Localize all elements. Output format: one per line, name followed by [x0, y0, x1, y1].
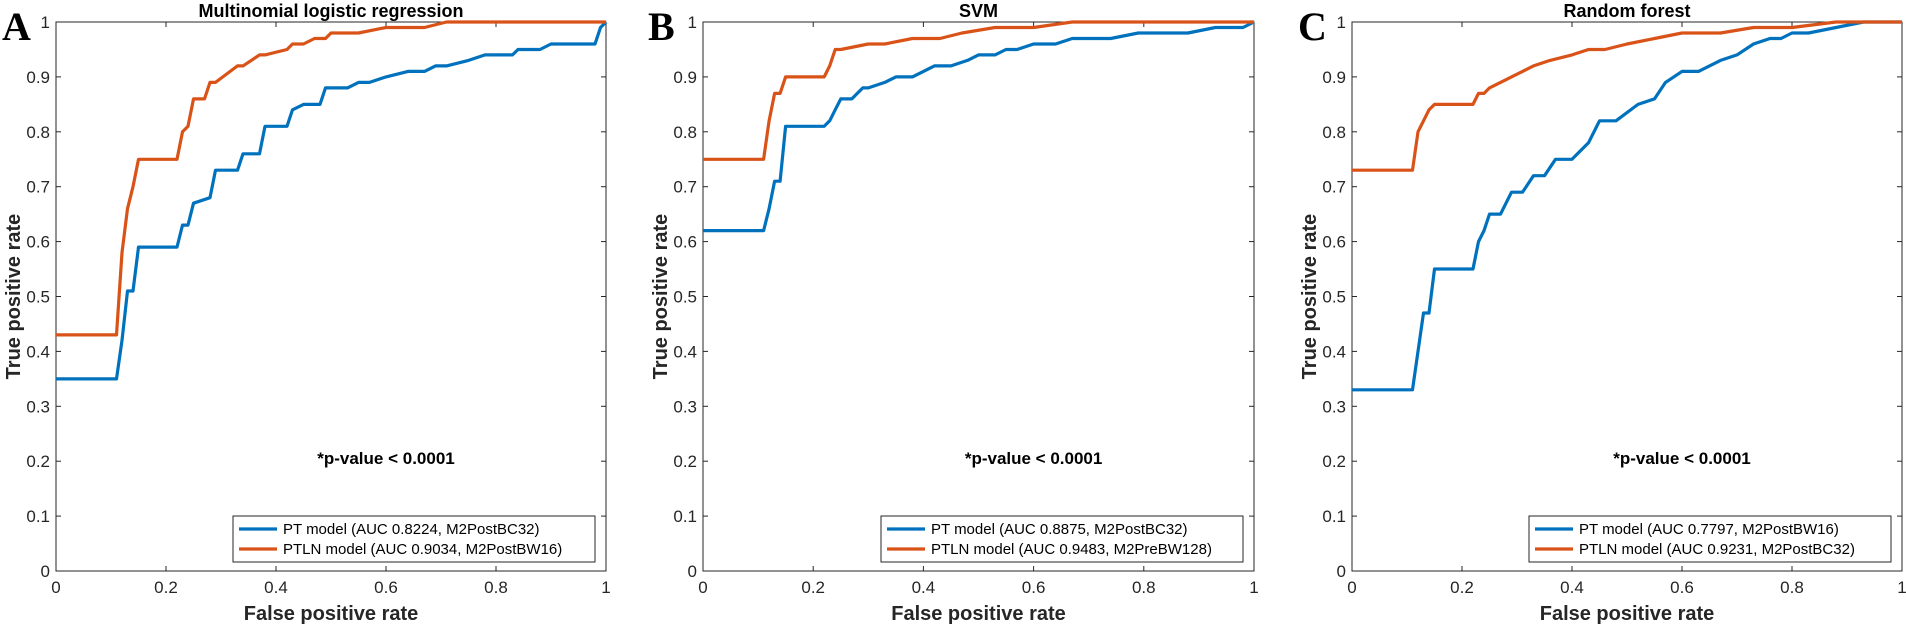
x-axis-label: False positive rate	[891, 603, 1066, 625]
legend-label-pt: PT model (AUC 0.8875, M2PostBC32)	[931, 521, 1188, 538]
y-axis-label: True positive rate	[3, 214, 25, 380]
x-tick-label: 1	[1897, 578, 1906, 597]
y-tick-label: 0	[41, 562, 50, 581]
y-tick-label: 0.8	[1322, 123, 1346, 142]
x-tick-label: 0	[698, 578, 707, 597]
y-tick-label: 0.2	[673, 452, 697, 471]
y-tick-label: 0.4	[1322, 342, 1346, 361]
legend-label-ptln: PTLN model (AUC 0.9034, M2PostBW16)	[283, 541, 562, 558]
y-tick-label: 0.3	[1322, 397, 1346, 416]
y-tick-label: 0.6	[673, 233, 697, 252]
x-tick-label: 0.2	[154, 578, 178, 597]
x-tick-label: 0.6	[1670, 578, 1694, 597]
roc-curve-pt	[1352, 20, 1902, 392]
x-axis-label: False positive rate	[244, 603, 419, 625]
y-tick-label: 0.4	[26, 342, 50, 361]
roc-curve-ptln	[703, 20, 1254, 161]
y-tick-label: 0.5	[673, 288, 697, 307]
legend-box	[1528, 515, 1892, 563]
y-tick-label: 1	[41, 13, 50, 32]
legend: PT model (AUC 0.8224, M2PostBC32) PTLN mo…	[232, 515, 596, 563]
chart-title: Random forest	[1563, 1, 1690, 21]
legend-box	[880, 515, 1244, 563]
roc-curve-pt	[703, 20, 1255, 233]
x-tick-label: 1	[1249, 578, 1258, 597]
panel-letter: C	[1298, 4, 1327, 49]
p-value-annotation: *p-value < 0.0001	[317, 449, 455, 468]
roc-curve-ptln	[56, 20, 606, 337]
y-tick-label: 0.7	[26, 178, 50, 197]
y-tick-label: 1	[1337, 13, 1346, 32]
plot-area	[702, 21, 1255, 572]
y-tick-label: 0.5	[26, 288, 50, 307]
panel-a: 0 0.1 0.2 0.3 0.4 0.5 0.6 0.7 0.8 0.9 1 0 0.2 0.4 0.6 0…	[2, 1, 611, 625]
x-tick-label: 0.4	[1560, 578, 1584, 597]
y-tick-label: 0.5	[1322, 288, 1346, 307]
x-tick-label: 0	[51, 578, 60, 597]
y-tick-label: 0.7	[1322, 178, 1346, 197]
y-tick-label: 0.6	[26, 233, 50, 252]
y-tick-label: 0.9	[1322, 68, 1346, 87]
panel-c: 0 0.1 0.2 0.3 0.4 0.5 0.6 0.7 0.8 0.9 1 0 0.2 0.4 0.6 0…	[1298, 1, 1906, 625]
legend-box	[232, 515, 596, 563]
x-tick-label: 0.2	[801, 578, 825, 597]
x-tick-label: 0.8	[484, 578, 508, 597]
panel-b: 0 0.1 0.2 0.3 0.4 0.5 0.6 0.7 0.8 0.9 1 0 0.2 0.4 0.6 0…	[648, 1, 1259, 625]
x-tick-label: 0.6	[1022, 578, 1046, 597]
plot-area	[55, 21, 607, 572]
x-axis-label: False positive rate	[1540, 603, 1715, 625]
y-tick-label: 0.2	[26, 452, 50, 471]
x-tick-label: 0.4	[912, 578, 936, 597]
x-tick-label: 0.8	[1780, 578, 1804, 597]
y-axis-label: True positive rate	[1299, 214, 1321, 380]
y-axis-label: True positive rate	[650, 214, 672, 380]
x-tick-label: 0	[1347, 578, 1356, 597]
roc-curve-ptln	[1352, 20, 1902, 172]
x-tick-label: 0.8	[1132, 578, 1156, 597]
y-tick-label: 0.4	[673, 342, 697, 361]
y-tick-label: 0.1	[673, 507, 697, 526]
y-tick-label: 0.3	[673, 397, 697, 416]
roc-curve-pt	[56, 20, 608, 381]
panel-letter: A	[2, 4, 31, 49]
y-tick-label: 1	[688, 13, 697, 32]
panel-letter: B	[648, 4, 675, 49]
p-value-annotation: *p-value < 0.0001	[965, 449, 1103, 468]
legend-label-pt: PT model (AUC 0.7797, M2PostBW16)	[1579, 521, 1839, 538]
y-tick-label: 0	[688, 562, 697, 581]
p-value-annotation: *p-value < 0.0001	[1613, 449, 1751, 468]
y-tick-label: 0.2	[1322, 452, 1346, 471]
x-tick-label: 0.4	[264, 578, 288, 597]
y-tick-label: 0.9	[26, 68, 50, 87]
legend-label-ptln: PTLN model (AUC 0.9231, M2PostBC32)	[1579, 541, 1855, 558]
x-tick-label: 0.6	[374, 578, 398, 597]
legend-label-ptln: PTLN model (AUC 0.9483, M2PreBW128)	[931, 541, 1212, 558]
y-tick-label: 0.3	[26, 397, 50, 416]
chart-title: Multinomial logistic regression	[198, 1, 463, 21]
y-tick-label: 0.9	[673, 68, 697, 87]
y-tick-label: 0.8	[673, 123, 697, 142]
chart-title: SVM	[959, 1, 998, 21]
x-tick-label: 0.2	[1450, 578, 1474, 597]
y-tick-label: 0.1	[26, 507, 50, 526]
y-tick-label: 0.7	[673, 178, 697, 197]
y-tick-label: 0	[1337, 562, 1346, 581]
x-tick-label: 1	[601, 578, 610, 597]
legend: PT model (AUC 0.7797, M2PostBW16) PTLN mo…	[1528, 515, 1892, 563]
y-tick-label: 0.6	[1322, 233, 1346, 252]
legend: PT model (AUC 0.8875, M2PostBC32) PTLN mo…	[880, 515, 1244, 563]
y-tick-label: 0.1	[1322, 507, 1346, 526]
legend-label-pt: PT model (AUC 0.8224, M2PostBC32)	[283, 521, 540, 538]
y-tick-label: 0.8	[26, 123, 50, 142]
